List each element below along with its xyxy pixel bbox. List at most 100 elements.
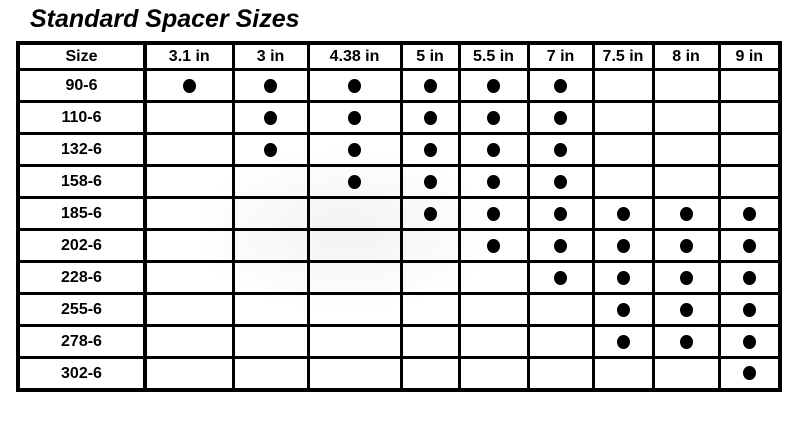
available-cell-158-6-5-5-in [457,164,530,200]
empty-cell-202-6-3-in [231,228,310,264]
table-row-132-6: 132-6 [16,132,782,168]
column-header-7-in: 7 in [526,41,595,72]
empty-cell-278-6-5-5-in [457,324,530,360]
empty-cell-278-6-3-in [231,324,310,360]
dot-marker [742,238,756,253]
row-label-202-6: 202-6 [16,228,147,264]
available-cell-228-6-7-in [526,260,595,296]
empty-cell-132-6-7-5-in [591,132,655,168]
row-label-278-6: 278-6 [16,324,147,360]
column-header-3-1-in: 3.1 in [143,41,235,72]
available-cell-110-6-4-38-in [306,100,403,136]
available-cell-90-6-4-38-in [306,68,403,104]
column-header-3-in: 3 in [231,41,310,72]
empty-cell-185-6-3-in [231,196,310,232]
dot-marker [348,110,361,125]
available-cell-185-6-7-5-in [591,196,655,232]
dot-marker [616,334,630,349]
empty-cell-302-6-7-5-in [591,356,655,392]
dot-marker [423,174,437,189]
table-row-202-6: 202-6 [16,228,782,264]
empty-cell-158-6-3-in [231,164,310,200]
available-cell-132-6-5-in [399,132,461,168]
empty-cell-202-6-5-in [399,228,461,264]
dot-marker [742,302,756,317]
available-cell-202-6-7-in [526,228,595,264]
dot-marker [264,142,277,157]
available-cell-278-6-9-in [717,324,782,360]
available-cell-132-6-7-in [526,132,595,168]
available-cell-278-6-8-in [651,324,721,360]
dot-marker [679,302,693,317]
empty-cell-110-6-3-1-in [143,100,235,136]
available-cell-255-6-7-5-in [591,292,655,328]
dot-marker [616,270,630,285]
empty-cell-255-6-3-1-in [143,292,235,328]
dot-marker [742,334,756,349]
dot-marker [487,110,500,125]
available-cell-185-6-5-5-in [457,196,530,232]
dot-marker [182,78,196,93]
available-cell-132-6-5-5-in [457,132,530,168]
dot-marker [554,270,567,285]
dot-marker [423,206,437,221]
available-cell-202-6-9-in [717,228,782,264]
dot-marker [423,110,437,125]
empty-cell-158-6-9-in [717,164,782,200]
row-label-90-6: 90-6 [16,68,147,104]
column-header-5-5-in: 5.5 in [457,41,530,72]
dot-marker [264,78,277,93]
header-row: Size 3.1 in 3 in 4.38 in 5 in 5.5 in 7 in 7.5 i… [16,41,782,72]
empty-cell-255-6-5-5-in [457,292,530,328]
table-row-90-6: 90-6 [16,68,782,104]
table-row-278-6: 278-6 [16,324,782,360]
dot-marker [348,174,361,189]
empty-cell-302-6-7-in [526,356,595,392]
dot-marker [264,110,277,125]
empty-cell-255-6-4-38-in [306,292,403,328]
table-row-255-6: 255-6 [16,292,782,328]
row-label-132-6: 132-6 [16,132,147,168]
available-cell-110-6-5-in [399,100,461,136]
available-cell-90-6-7-in [526,68,595,104]
available-cell-255-6-9-in [717,292,782,328]
empty-cell-255-6-7-in [526,292,595,328]
empty-cell-228-6-4-38-in [306,260,403,296]
dot-marker [616,206,630,221]
available-cell-90-6-5-5-in [457,68,530,104]
empty-cell-90-6-8-in [651,68,721,104]
available-cell-228-6-7-5-in [591,260,655,296]
dot-marker [679,238,693,253]
page-title: Standard Spacer Sizes [30,5,300,33]
empty-cell-158-6-3-1-in [143,164,235,200]
empty-cell-255-6-5-in [399,292,461,328]
table-header: Size 3.1 in 3 in 4.38 in 5 in 5.5 in 7 in 7.5 i… [16,41,782,72]
available-cell-132-6-4-38-in [306,132,403,168]
dot-marker [554,238,567,253]
empty-cell-110-6-8-in [651,100,721,136]
table-row-185-6: 185-6 [16,196,782,232]
column-header-4-38-in: 4.38 in [306,41,403,72]
available-cell-90-6-5-in [399,68,461,104]
row-label-228-6: 228-6 [16,260,147,296]
dot-marker [423,142,437,157]
table-body: 90-6 110-6 132-6 158-6 185-6 202-6 228-6 255-6 2… [16,68,782,392]
available-cell-302-6-9-in [717,356,782,392]
available-cell-228-6-9-in [717,260,782,296]
dot-marker [487,206,500,221]
empty-cell-228-6-5-5-in [457,260,530,296]
available-cell-202-6-7-5-in [591,228,655,264]
dot-marker [742,270,756,285]
column-header-size: Size [16,41,147,72]
dot-marker [423,78,437,93]
row-label-255-6: 255-6 [16,292,147,328]
available-cell-185-6-9-in [717,196,782,232]
empty-cell-255-6-3-in [231,292,310,328]
available-cell-132-6-3-in [231,132,310,168]
table-row-228-6: 228-6 [16,260,782,296]
empty-cell-302-6-5-in [399,356,461,392]
available-cell-202-6-5-5-in [457,228,530,264]
dot-marker [487,238,500,253]
empty-cell-302-6-4-38-in [306,356,403,392]
empty-cell-110-6-7-5-in [591,100,655,136]
